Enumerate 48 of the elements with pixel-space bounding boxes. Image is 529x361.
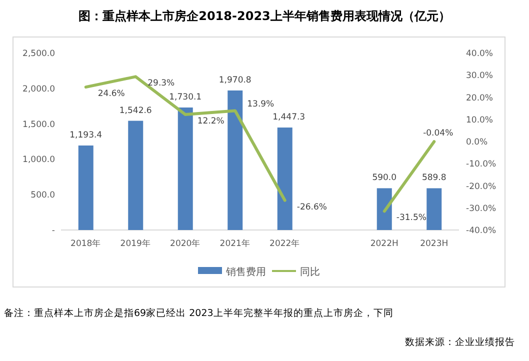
y2-tick-label: 20.0% — [466, 93, 494, 104]
data-label: 12.2% — [197, 116, 224, 127]
text: 备注：重点样本上市房企是指69家已经出 2023上半年完整半年报的重点上市房企，下同 — [4, 307, 394, 319]
x-tick-label: 2020年 — [170, 238, 201, 249]
bar — [277, 128, 292, 230]
y-tick-label: 1,000.0 — [22, 155, 55, 166]
data-label: -26.6% — [296, 202, 327, 212]
data-label: -31.5% — [396, 213, 426, 224]
data-label: 1,193.4 — [70, 130, 102, 141]
y2-tick-label: 30.0% — [466, 71, 494, 82]
bar — [426, 188, 442, 230]
source-note: 数据来源：企业业绩报告 — [405, 336, 515, 348]
x-tick-label: 2021年 — [220, 238, 250, 249]
y2-tick-label: -40.0% — [466, 226, 496, 236]
y2-tick-label: -30.0% — [466, 204, 496, 214]
y2-tick-label: 40.0% — [466, 49, 494, 59]
data-label: 24.6% — [98, 89, 125, 100]
data-label: 589.8 — [422, 173, 446, 184]
bar — [376, 188, 392, 230]
bar — [178, 108, 193, 230]
y-tick-label: 2,000.0 — [22, 84, 55, 94]
data-label: 29.3% — [148, 78, 175, 89]
data-label: 1,447.3 — [272, 112, 306, 123]
legend-label: 销售费用 — [225, 266, 266, 278]
y2-tick-label: -20.0% — [466, 182, 496, 192]
y-tick-label: 1,500.0 — [22, 120, 55, 130]
y2-tick-label: 0.0% — [466, 138, 488, 148]
y-tick-label: - — [52, 226, 55, 236]
chart-title: 图：重点样本上市房企2018-2023上半年销售费用表现情况（亿元） — [78, 9, 450, 23]
bar — [128, 120, 144, 230]
bar — [78, 146, 94, 230]
y-tick-label: 2,500.0 — [22, 49, 55, 59]
x-tick-label: 2018年 — [70, 238, 102, 249]
data-label: 1,730.1 — [169, 92, 202, 103]
data-label: -0.04% — [423, 128, 454, 139]
y2-tick-label: -10.0% — [466, 160, 496, 170]
data-label: 1,970.8 — [218, 75, 252, 86]
x-tick-label: 2023H — [420, 239, 448, 249]
x-tick-label: 2019年 — [120, 238, 151, 249]
y-tick-label: 500.0 — [30, 190, 55, 201]
data-label: 590.0 — [372, 173, 397, 184]
data-label: 1,542.6 — [119, 106, 152, 116]
legend-label: 同比 — [300, 266, 320, 278]
bar — [228, 90, 243, 230]
data-label: 13.9% — [247, 100, 274, 110]
x-tick-label: 2022年 — [270, 238, 300, 249]
y2-tick-label: 10.0% — [466, 115, 494, 126]
x-tick-label: 2022H — [370, 239, 398, 249]
